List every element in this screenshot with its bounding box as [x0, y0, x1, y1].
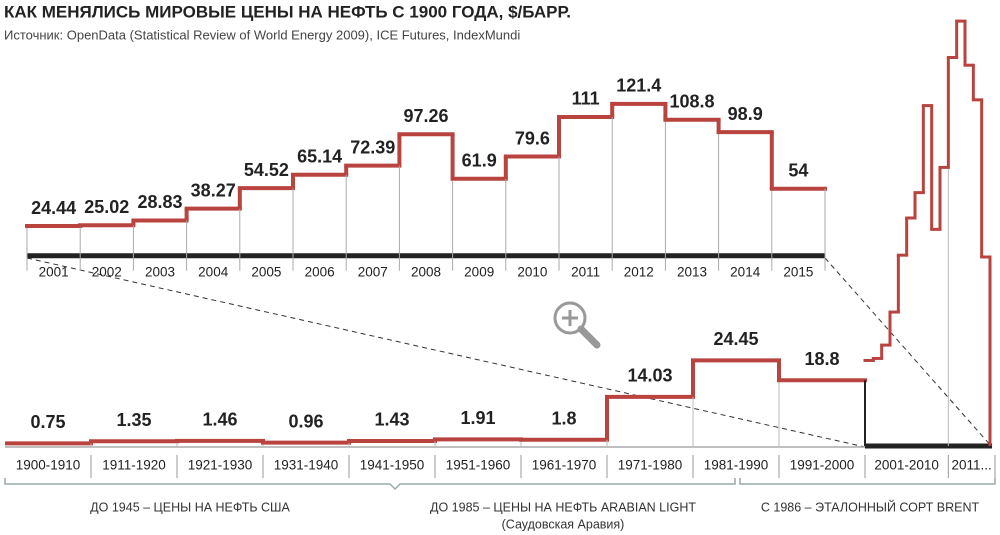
x-tick-label: 1921-1930 — [188, 458, 253, 473]
value-label: 54 — [788, 161, 808, 181]
x-tick-label: 2006 — [305, 264, 335, 279]
value-label: 18.8 — [804, 349, 839, 369]
x-tick-label: 1981-1990 — [704, 458, 769, 473]
value-label: 28.83 — [137, 192, 182, 212]
x-tick-label: 2011... — [952, 458, 992, 473]
era-label: ДО 1985 – ЦЕНЫ НА НЕФТЬ ARABIAN LIGHT — [430, 500, 696, 514]
chart-title: КАК МЕНЯЛИСЬ МИРОВЫЕ ЦЕНЫ НА НЕФТЬ С 190… — [4, 2, 571, 21]
value-label: 1.46 — [202, 410, 237, 430]
magnifier — [553, 301, 601, 349]
x-tick-label: 2010 — [517, 264, 547, 279]
x-tick-label: 2004 — [198, 264, 229, 279]
x-tick-label: 1931-1940 — [274, 458, 339, 473]
x-tick-label: 2001-2010 — [874, 458, 939, 473]
value-label: 79.6 — [515, 128, 550, 148]
value-label: 1.35 — [116, 410, 151, 430]
value-label: 25.02 — [84, 197, 129, 217]
value-label: 121.4 — [616, 76, 661, 96]
x-tick-label: 1941-1950 — [360, 458, 425, 473]
era-label: (Саудовская Аравия) — [502, 517, 625, 531]
x-tick-label: 2002 — [92, 264, 122, 279]
value-label: 111 — [572, 89, 600, 109]
x-tick-label: 1971-1980 — [618, 458, 683, 473]
value-label: 14.03 — [627, 366, 672, 386]
value-label: 72.39 — [350, 137, 395, 157]
x-tick-label: 2003 — [145, 264, 175, 279]
value-label: 38.27 — [191, 180, 236, 200]
value-label: 24.44 — [31, 198, 76, 218]
x-tick-label: 2001 — [39, 264, 69, 279]
value-label: 108.8 — [669, 91, 714, 111]
x-tick-label: 1911-1920 — [102, 458, 166, 473]
value-label: 1.43 — [374, 410, 409, 430]
value-label: 0.75 — [30, 412, 65, 432]
value-label: 24.45 — [713, 329, 758, 349]
x-tick-label: 2008 — [411, 264, 441, 279]
x-tick-label: 2014 — [730, 264, 761, 279]
x-tick-label: 2007 — [358, 264, 388, 279]
value-label: 97.26 — [403, 106, 448, 126]
x-tick-label: 1961-1970 — [532, 458, 597, 473]
era-label: ДО 1945 – ЦЕНЫ НА НЕФТЬ США — [90, 500, 290, 514]
x-tick-label: 2012 — [624, 264, 654, 279]
value-label: 65.14 — [297, 146, 342, 166]
era-label: С 1986 – ЭТАЛОННЫЙ СОРТ BRENT — [761, 499, 980, 514]
x-tick-label: 2015 — [783, 264, 813, 279]
value-label: 61.9 — [462, 151, 497, 171]
zoom-guide — [824, 257, 993, 448]
x-tick-label: 2005 — [251, 264, 281, 279]
value-label: 54.52 — [244, 160, 289, 180]
value-label: 1.91 — [460, 408, 495, 428]
value-label: 1.8 — [551, 408, 576, 428]
x-tick-label: 2009 — [464, 264, 494, 279]
value-label: 98.9 — [728, 104, 763, 124]
era-brackets — [4, 478, 996, 491]
x-tick-label: 1991-2000 — [790, 458, 855, 473]
x-tick-label: 1951-1960 — [446, 458, 511, 473]
zoom-guide — [26, 257, 866, 448]
x-tick-label: 2011 — [571, 264, 600, 279]
value-label: 0.96 — [288, 411, 323, 431]
x-tick-label: 2013 — [677, 264, 707, 279]
chart-subtitle: Источник: OpenData (Statistical Review o… — [4, 27, 520, 42]
x-tick-label: 1900-1910 — [16, 458, 81, 473]
